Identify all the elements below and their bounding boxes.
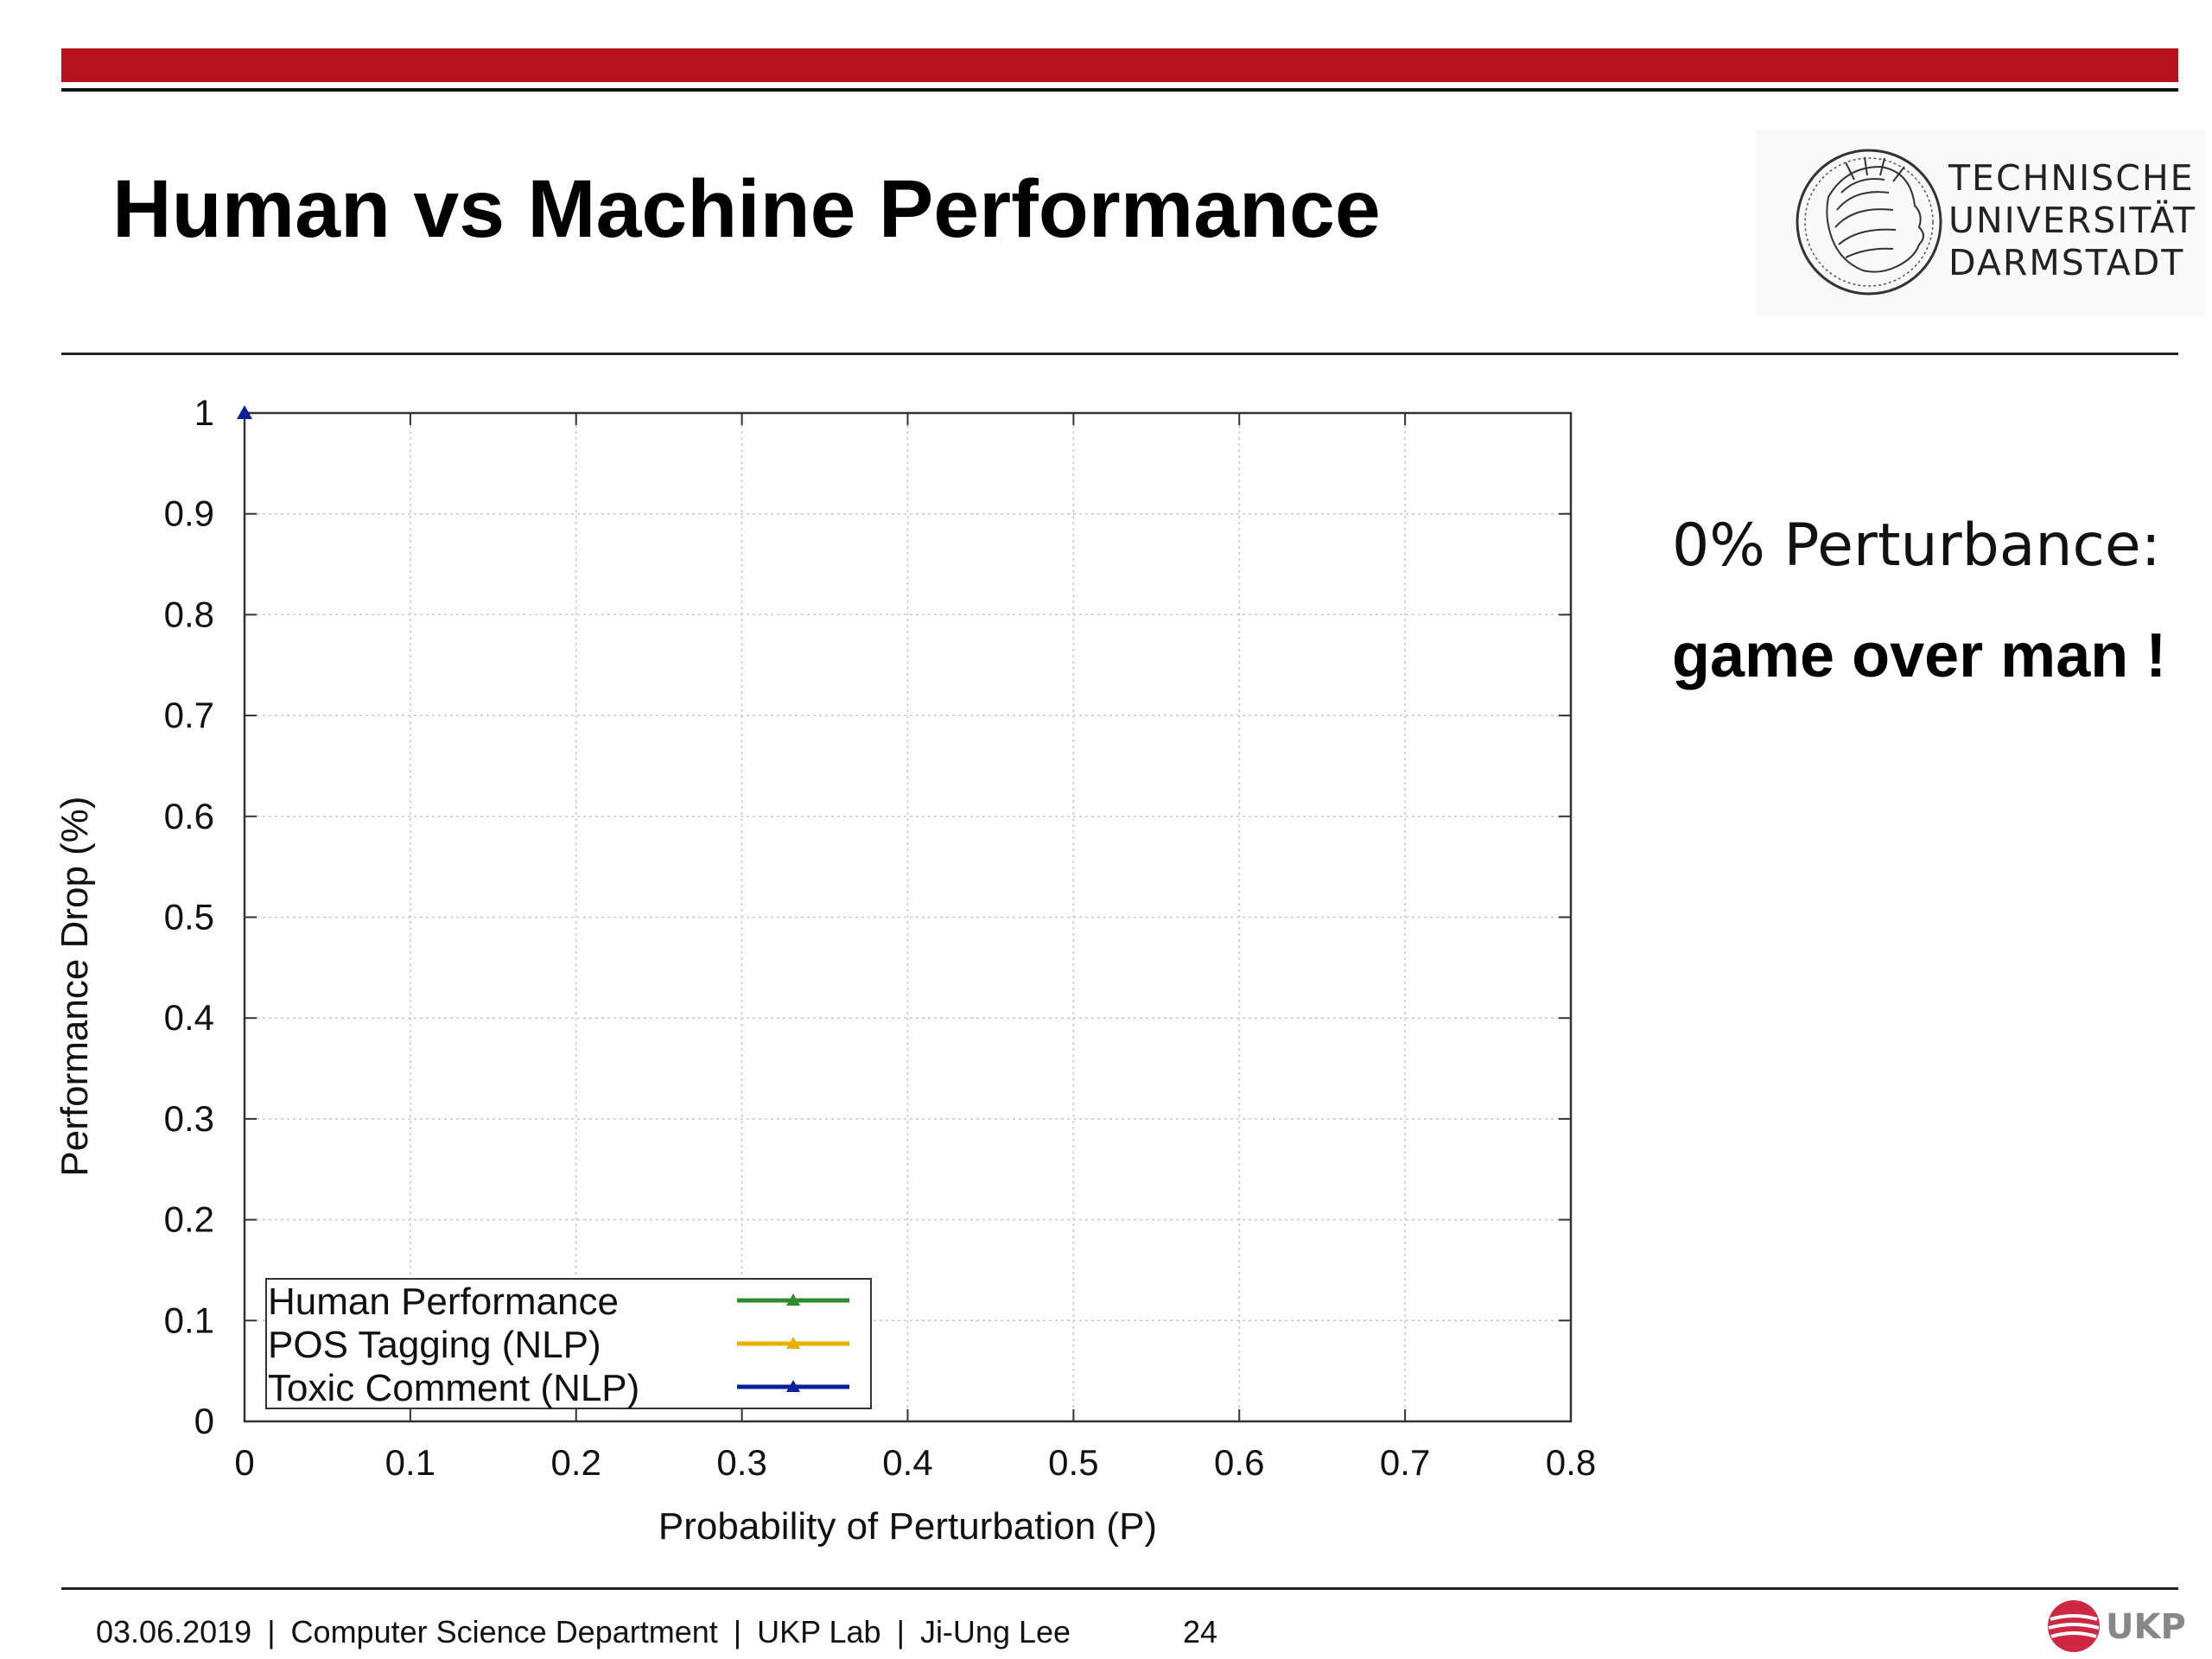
footer-page-number: 24 xyxy=(1183,1614,1218,1649)
y-tick-label: 0.1 xyxy=(164,1300,214,1340)
y-tick-label: 0.3 xyxy=(164,1098,214,1139)
footer-divider xyxy=(61,1587,2178,1590)
legend-swatch-marker xyxy=(786,1380,800,1392)
x-tick-label: 0.5 xyxy=(1048,1442,1098,1483)
footer-separator: | xyxy=(267,1614,276,1649)
legend-label: Toxic Comment (NLP) xyxy=(268,1367,639,1409)
y-tick-label: 0.9 xyxy=(164,493,214,534)
university-name: TECHNISCHE UNIVERSITÄT DARMSTADT xyxy=(1948,157,2196,284)
ukp-logo-icon: UKP xyxy=(2048,1600,2186,1652)
header-accent-line xyxy=(61,88,2178,92)
y-tick-label: 0.7 xyxy=(164,695,214,735)
y-tick-label: 0.2 xyxy=(164,1199,214,1240)
logo-line-2: UNIVERSITÄT xyxy=(1948,200,2197,241)
y-axis-label: Performance Drop (%) xyxy=(54,796,96,1176)
x-tick-label: 0.2 xyxy=(551,1442,601,1483)
footer-separator: | xyxy=(896,1614,905,1649)
footer-separator: | xyxy=(733,1614,742,1649)
slide-footer: 03.06.2019 | Computer Science Department | U… xyxy=(96,1614,1217,1650)
logo-line-3: DARMSTADT xyxy=(1948,242,2185,283)
header-accent-bar xyxy=(61,48,2178,82)
footer-author: Ji-Ung Lee xyxy=(919,1614,1071,1649)
y-tick-label: 0.5 xyxy=(164,897,214,938)
y-tick-label: 0.6 xyxy=(164,796,214,836)
x-tick-label: 0 xyxy=(234,1442,254,1483)
slide-title: Human vs Machine Performance xyxy=(112,163,1381,255)
university-seal-icon xyxy=(1796,149,1942,296)
chart-series xyxy=(237,405,252,419)
x-tick-label: 0.3 xyxy=(716,1442,766,1483)
legend-label: POS Tagging (NLP) xyxy=(268,1324,601,1366)
chart-grid xyxy=(244,412,1572,1422)
legend-swatch-marker xyxy=(786,1294,800,1306)
side-note-heading: 0% Perturbance: xyxy=(1672,512,2161,580)
y-tick-label: 0 xyxy=(194,1401,214,1441)
footer-lab: UKP Lab xyxy=(757,1614,881,1649)
x-axis-label: Probability of Perturbation (P) xyxy=(658,1505,1157,1548)
y-tick-label: 0.4 xyxy=(164,997,214,1038)
x-tick-label: 0.1 xyxy=(385,1442,435,1483)
logo-line-1: TECHNISCHE xyxy=(1948,157,2195,199)
footer-department: Computer Science Department xyxy=(290,1614,718,1649)
y-tick-label: 0.8 xyxy=(164,594,214,634)
footer-date: 03.06.2019 xyxy=(96,1614,252,1649)
chart-ticks: 0 0.1 0.2 0.3 0.4 0.5 0.6 0.7 0.8 0 0.1 0.2 0.3 0.4 0.… xyxy=(164,392,1597,1483)
header-divider xyxy=(61,353,2178,355)
x-tick-label: 0.6 xyxy=(1214,1442,1264,1483)
x-tick-label: 0.7 xyxy=(1380,1442,1430,1483)
data-point xyxy=(237,405,252,419)
ukp-logo-text: UKP xyxy=(2106,1607,2186,1647)
y-tick-label: 1 xyxy=(194,392,214,433)
legend-swatch-marker xyxy=(786,1337,800,1349)
x-tick-label: 0.8 xyxy=(1546,1442,1596,1483)
x-tick-label: 0.4 xyxy=(882,1442,932,1483)
side-note-emphasis: game over man ! xyxy=(1672,621,2167,690)
legend-label: Human Performance xyxy=(268,1281,619,1323)
